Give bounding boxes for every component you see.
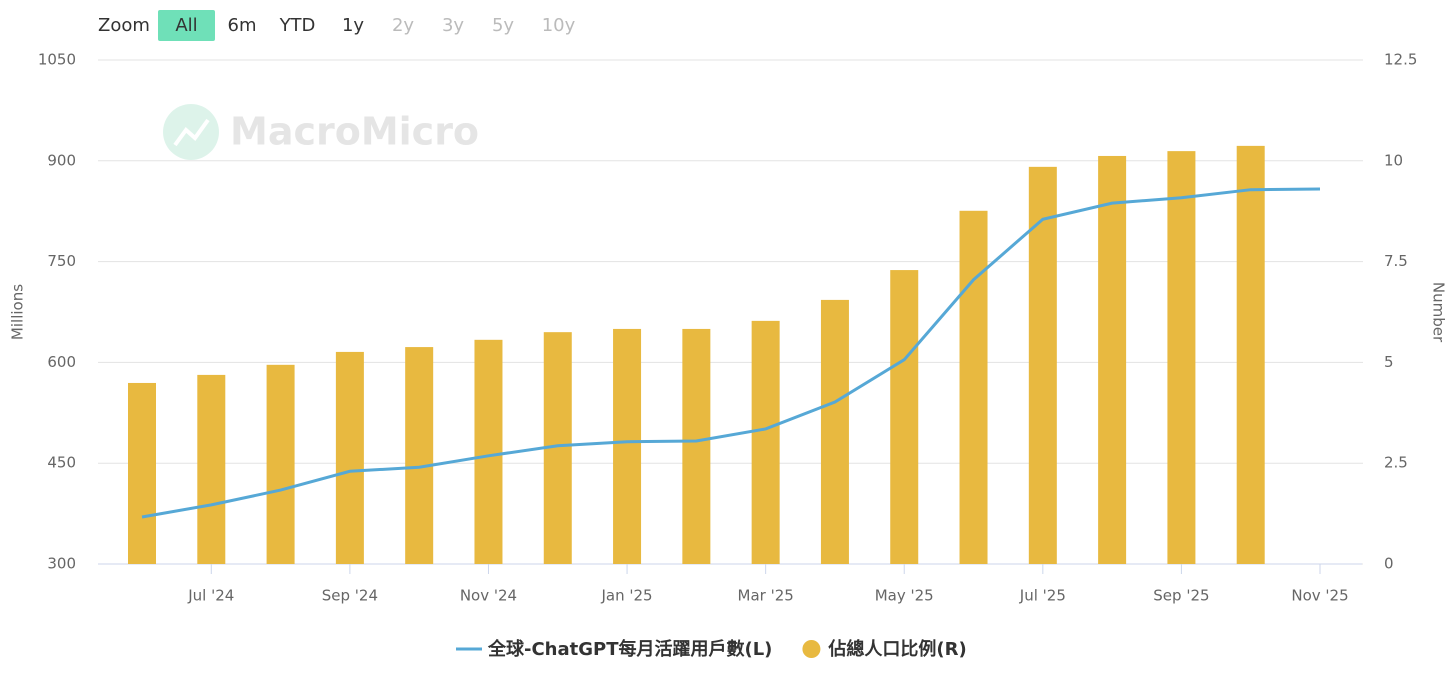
bar: [890, 270, 919, 564]
x-tick-label: Sep '24: [322, 587, 378, 605]
y-tick-label: 450: [47, 454, 76, 472]
bar: [1167, 151, 1196, 564]
legend-label[interactable]: 全球-ChatGPT每月活躍用戶數(L): [487, 638, 772, 660]
zoom-button[interactable]: 1y: [342, 15, 364, 36]
x-tick-label: Jul '25: [1019, 587, 1066, 605]
bar: [1236, 145, 1265, 565]
bar: [613, 328, 642, 564]
bar: [197, 374, 226, 564]
bar: [1098, 155, 1127, 564]
y2-tick-label: 10: [1384, 151, 1403, 169]
y2-tick-label: 2.5: [1384, 454, 1408, 472]
bar: [128, 382, 156, 564]
bar: [820, 299, 849, 564]
legend-symbol: [802, 640, 821, 658]
y-tick-label: 1050: [38, 51, 76, 69]
x-tick-label: May '25: [875, 587, 934, 605]
watermark: MacroMicro: [163, 104, 479, 160]
y-tick-label: 600: [47, 353, 76, 371]
bar: [1028, 166, 1057, 564]
watermark-text: MacroMicro: [230, 110, 479, 154]
y-tick-label: 300: [47, 555, 76, 573]
y-tick-label: 750: [47, 252, 76, 270]
x-tick-label: Nov '25: [1291, 587, 1348, 605]
x-tick-label: Sep '25: [1153, 587, 1209, 605]
zoom-button[interactable]: 6m: [228, 15, 257, 36]
x-tick-label: Nov '24: [460, 587, 517, 605]
bar: [959, 210, 988, 564]
x-tick-label: Jul '24: [187, 587, 234, 605]
y2-tick-label: 7.5: [1384, 252, 1408, 270]
bar: [335, 351, 364, 564]
zoom-button[interactable]: 2y: [392, 15, 414, 36]
y-tick-label: 900: [47, 151, 76, 169]
zoom-button-bg: [158, 10, 215, 41]
y2-tick-label: 0: [1384, 555, 1394, 573]
line: [141, 187, 1321, 519]
zoom-label: Zoom: [98, 15, 150, 36]
y2-tick-label: 5: [1384, 353, 1394, 371]
x-tick-label: Mar '25: [738, 587, 794, 605]
bar: [405, 347, 434, 564]
bar: [682, 328, 711, 564]
bar: [266, 364, 295, 564]
bar: [751, 320, 780, 564]
y-axis-title: Millions: [9, 284, 27, 340]
y2-tick-label: 12.5: [1384, 51, 1417, 69]
zoom-button[interactable]: 10y: [542, 15, 576, 36]
bar: [474, 339, 503, 564]
x-tick-label: Jan '25: [601, 587, 653, 605]
zoom-button[interactable]: 3y: [442, 15, 464, 36]
zoom-button[interactable]: 5y: [492, 15, 514, 36]
legend-label[interactable]: 佔總人口比例(R): [827, 638, 966, 660]
zoom-button[interactable]: All: [175, 15, 197, 36]
zoom-button[interactable]: YTD: [279, 15, 316, 36]
y2-axis-title: Number: [1430, 282, 1448, 343]
